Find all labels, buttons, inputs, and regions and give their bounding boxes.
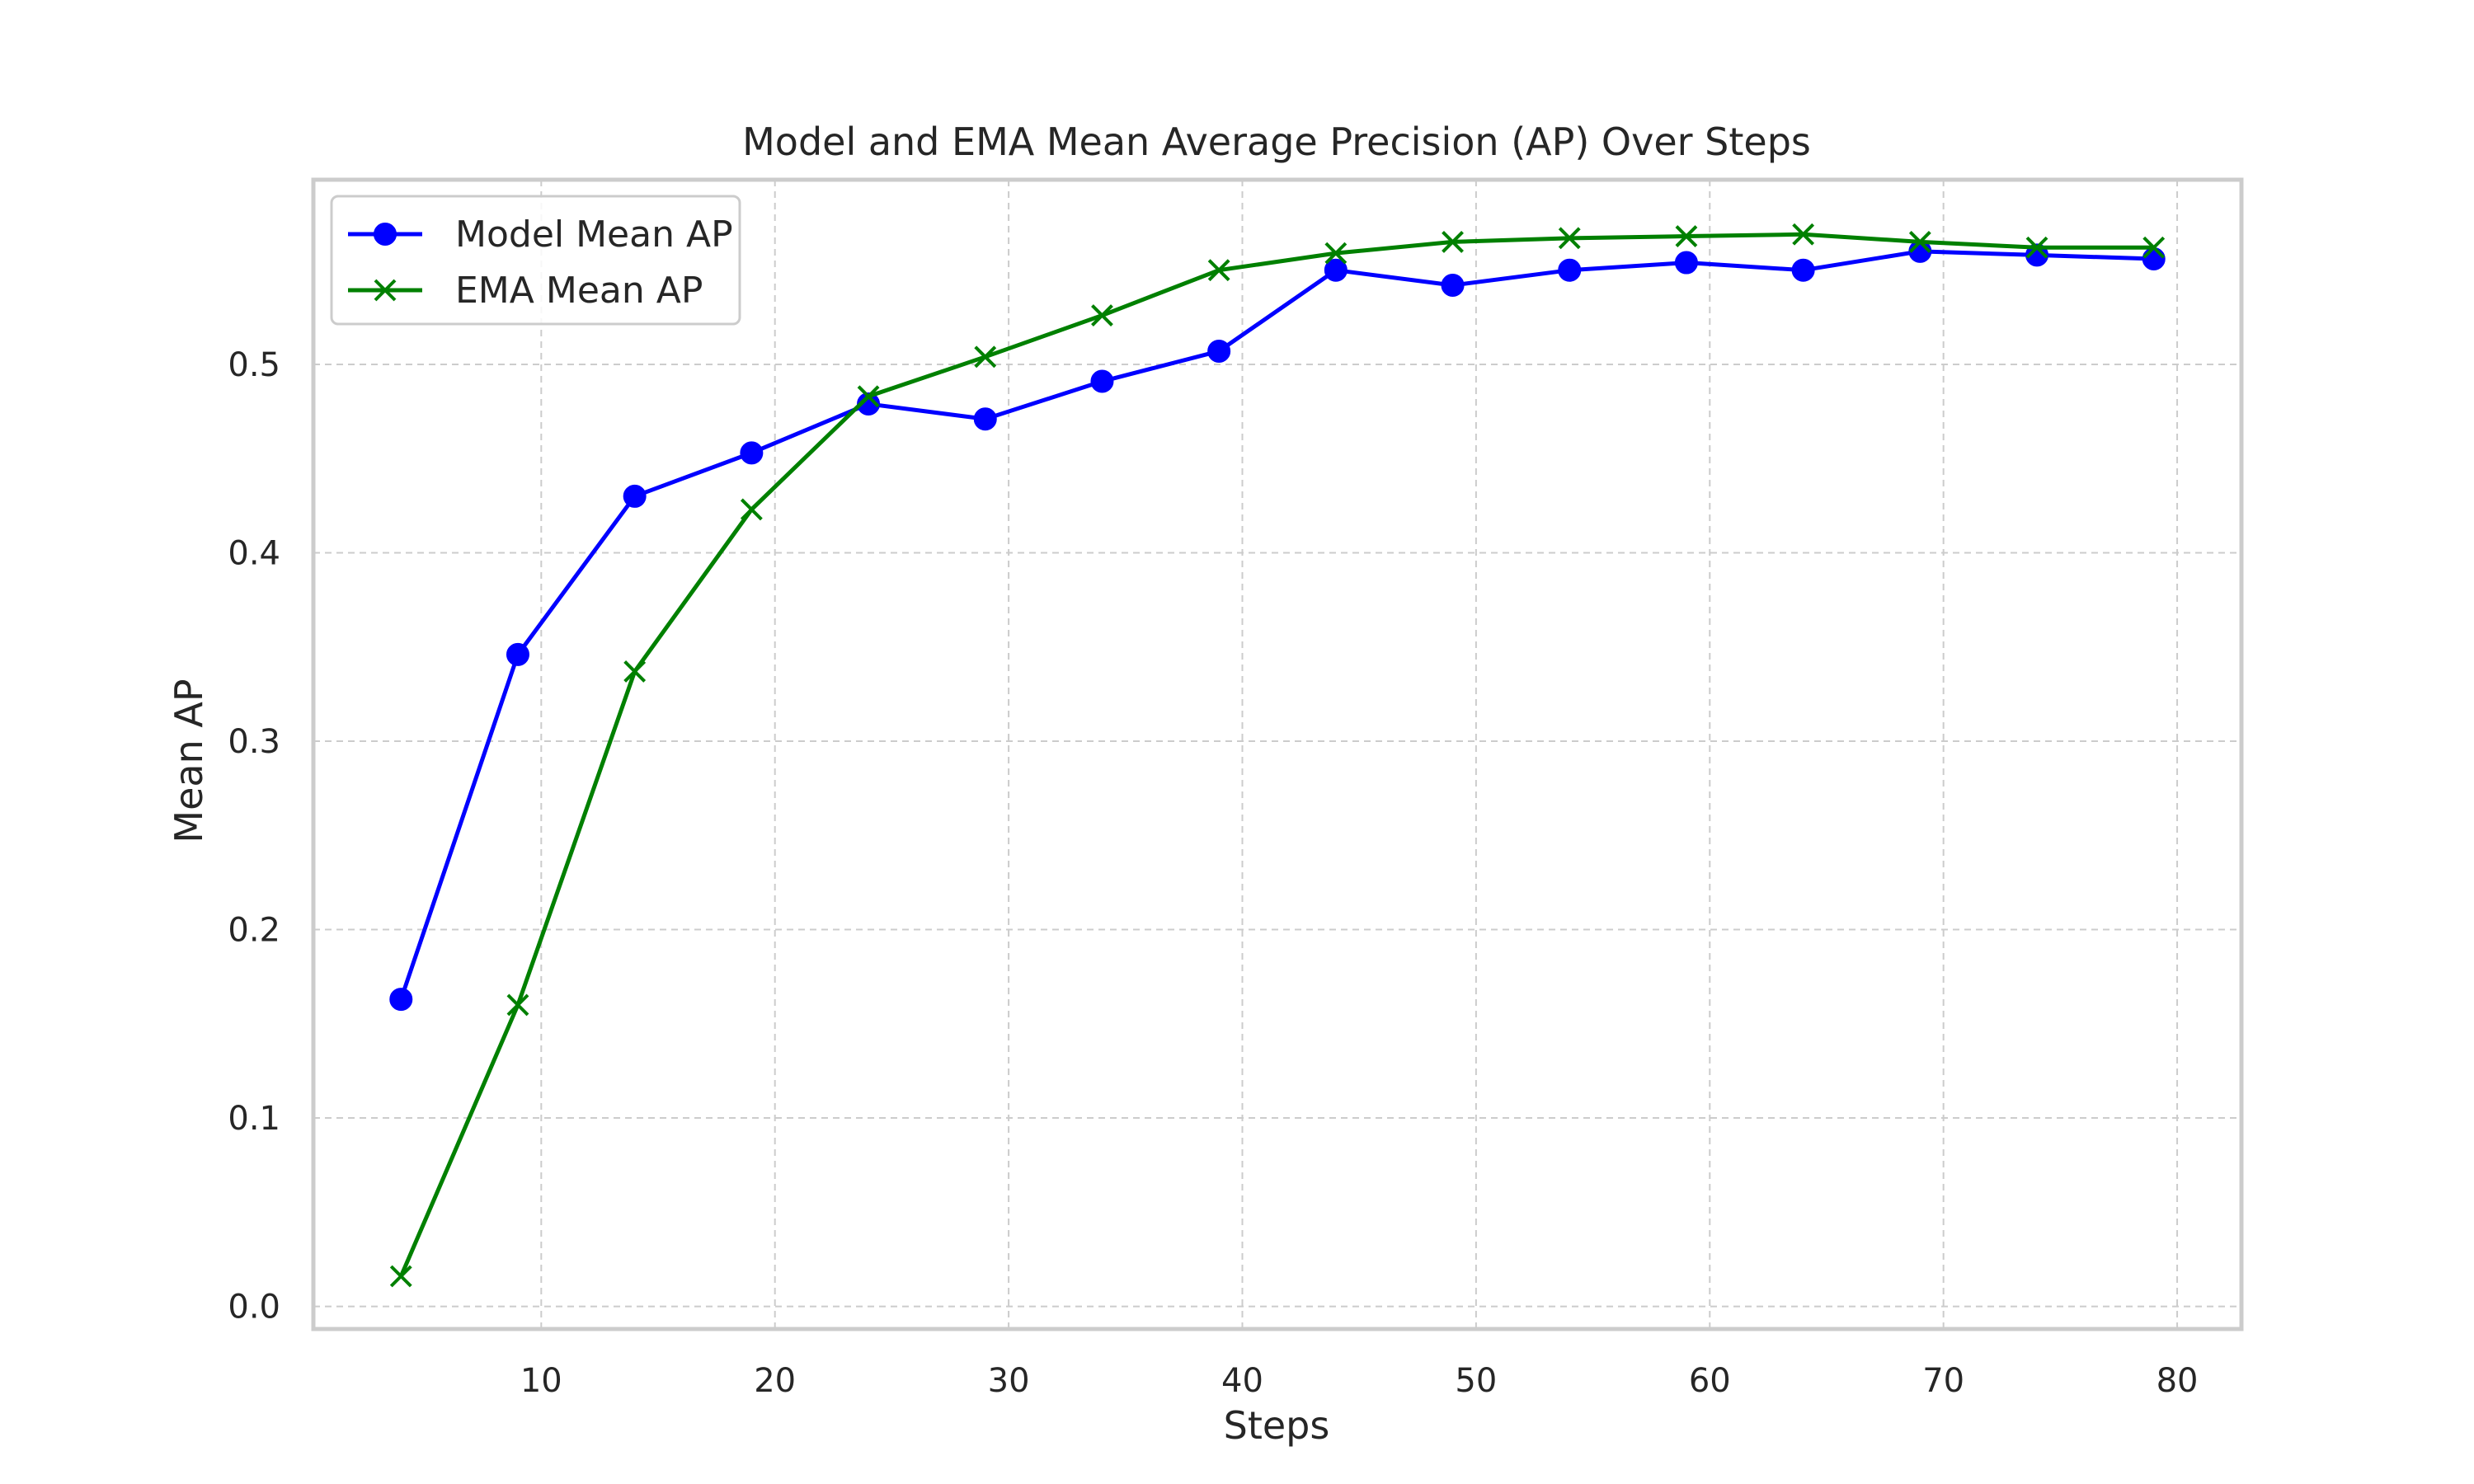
model-mean-ap-point	[1324, 258, 1348, 282]
model-mean-ap-line	[398, 249, 2154, 1000]
legend-marker-ema-mean-ap	[374, 279, 397, 302]
legend-box	[330, 195, 741, 326]
ema-mean-ap-point	[2142, 236, 2166, 259]
ema-mean-ap-point	[2025, 236, 2048, 259]
x-marker-stroke	[1792, 223, 1815, 246]
y-tick-label: 0.4	[228, 534, 280, 572]
x-tick-label: 40	[1221, 1362, 1263, 1400]
model-mean-ap-point	[1674, 251, 1698, 275]
ema-mean-ap-point	[1207, 259, 1230, 282]
model-mean-ap-point	[1090, 369, 1114, 393]
x-marker-stroke	[1558, 227, 1581, 250]
x-tick-label: 10	[520, 1362, 562, 1400]
x-tick-label: 70	[1922, 1362, 1964, 1400]
x-tick-label: 30	[988, 1362, 1030, 1400]
x-marker-stroke	[2025, 236, 2048, 259]
ema-mean-ap-point	[1324, 242, 1348, 265]
y-axis-title: Mean AP	[167, 679, 211, 843]
y-tick-label: 0.0	[228, 1289, 280, 1327]
legend-label-model-mean-ap: Model Mean AP	[455, 214, 733, 256]
x-marker-stroke	[506, 993, 529, 1017]
x-marker-stroke	[1324, 242, 1348, 265]
ema-mean-ap-point	[1442, 230, 1464, 253]
x-marker-stroke	[623, 660, 647, 683]
model-mean-ap-point	[1207, 339, 1231, 363]
x-marker-stroke	[740, 498, 763, 521]
ema-mean-ap-point	[623, 660, 647, 683]
ema-mean-ap-point	[506, 993, 529, 1017]
x-marker-stroke	[1091, 304, 1113, 326]
plot-frame	[311, 177, 2244, 1331]
x-tick-label: 80	[2157, 1362, 2199, 1400]
model-mean-ap-point	[2025, 243, 2049, 267]
ema-mean-ap-line	[398, 232, 2154, 1278]
y-tick-label: 0.5	[228, 346, 280, 384]
model-mean-ap-point	[973, 407, 997, 431]
model-mean-ap-point	[506, 642, 529, 666]
ema-mean-ap-point	[1792, 223, 1815, 246]
ema-mean-ap-point	[389, 1265, 412, 1288]
x-marker-stroke	[1675, 225, 1698, 247]
x-marker-stroke	[1442, 230, 1464, 253]
legend-label-ema-mean-ap: EMA Mean AP	[455, 270, 703, 312]
y-tick-label: 0.1	[228, 1100, 280, 1138]
ema-mean-ap-point	[974, 345, 997, 369]
x-tick-label: 60	[1689, 1362, 1731, 1400]
grid	[313, 180, 2241, 1329]
ema-mean-ap-point	[1091, 304, 1113, 326]
ema-mean-ap-point	[857, 385, 880, 408]
chart-title: Model and EMA Mean Average Precision (AP…	[742, 120, 1811, 164]
y-tick-label: 0.2	[228, 912, 280, 950]
x-axis-title: Steps	[1224, 1403, 1330, 1448]
model-mean-ap-point	[1791, 258, 1815, 282]
ema-mean-ap-point	[1675, 225, 1698, 247]
ema-mean-ap-point	[1558, 227, 1581, 250]
model-mean-ap-point	[623, 484, 647, 508]
model-mean-ap-point	[2142, 247, 2166, 270]
x-marker-stroke	[389, 1265, 412, 1288]
model-mean-ap-point	[1441, 273, 1465, 297]
tick-labels: 10 20 30 40 50 60 70 80 0.0 0.1 0.2 0.3 0.4 0.5	[228, 346, 2198, 1400]
legend: Model Mean AP EMA Mean AP	[330, 195, 741, 326]
plot-series	[389, 223, 2166, 1288]
x-tick-label: 20	[754, 1362, 796, 1400]
x-tick-label: 50	[1455, 1362, 1497, 1400]
x-marker-stroke	[374, 279, 397, 302]
model-mean-ap-point	[389, 988, 413, 1012]
x-marker-stroke	[2142, 236, 2166, 259]
ema-mean-ap-point	[740, 498, 763, 521]
y-tick-label: 0.3	[228, 723, 280, 761]
ema-mean-ap-point	[1908, 230, 1931, 253]
x-marker-stroke	[1908, 230, 1931, 253]
legend-marker-model-mean-ap	[374, 223, 397, 246]
model-mean-ap-point	[740, 441, 764, 465]
model-mean-ap-point	[1558, 258, 1582, 282]
x-marker-stroke	[1207, 259, 1230, 282]
x-marker-stroke	[857, 385, 880, 408]
x-marker-stroke	[974, 345, 997, 369]
